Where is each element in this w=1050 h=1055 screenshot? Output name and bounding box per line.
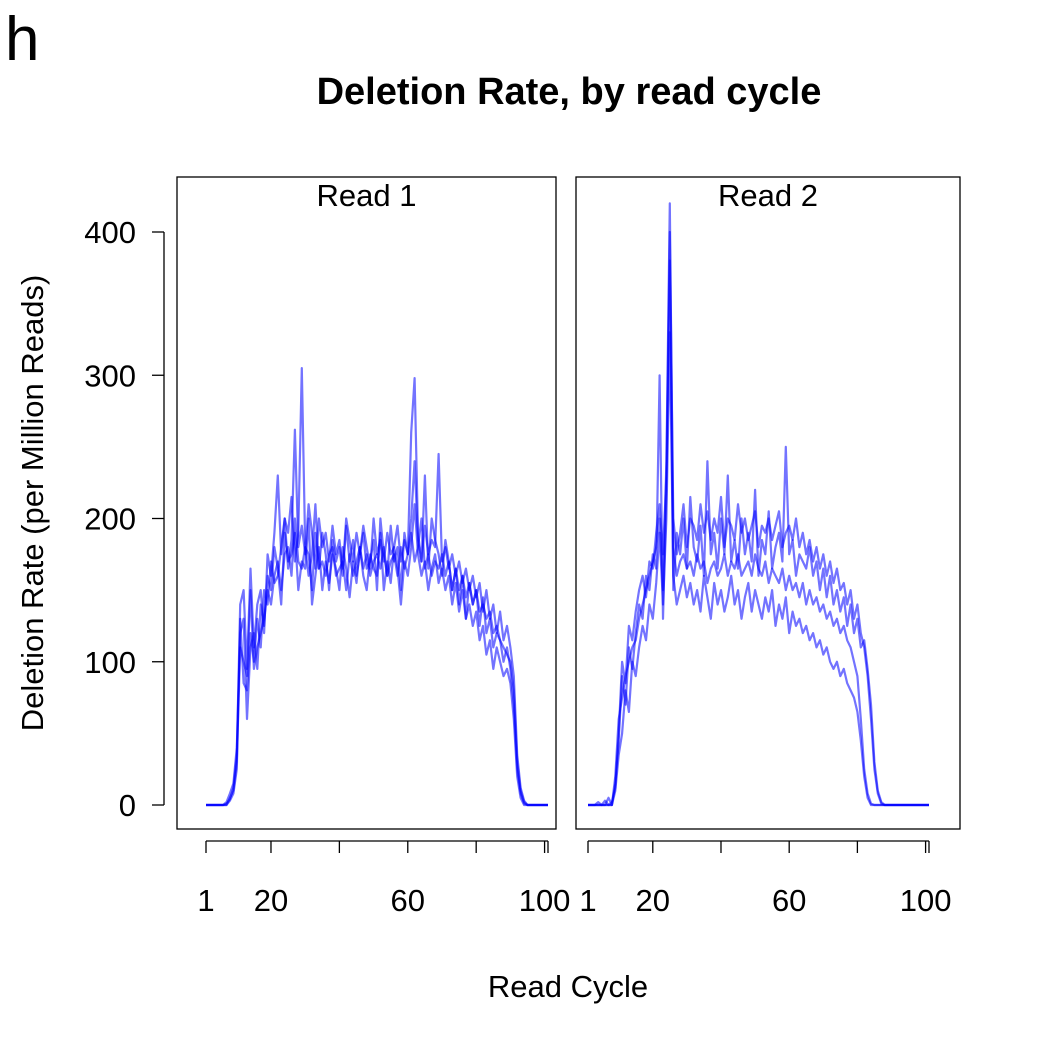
x-tick-label: 100 [519,883,571,918]
x-tick-label: 1 [197,883,214,918]
series-group [206,367,548,807]
panels-layer: 0 100 200 300 400 Read 1 1 20 60 100 Read 2 1 20 60 10… [84,176,961,918]
x-tick-label: 20 [636,883,670,918]
x-tick-label: 60 [772,883,806,918]
y-axis: 0 100 200 300 400 [84,215,165,823]
panel-strip-label: Read 2 [718,178,818,213]
y-tick-label: 0 [119,788,136,823]
y-axis-title: Deletion Rate (per Million Reads) [15,275,50,732]
panel-letter: h [5,5,39,74]
panel-2: Read 2 1 20 60 100 [575,176,961,918]
x-axis-title: Read Cycle [488,969,648,1004]
x-tick-label: 1 [579,883,596,918]
series-line [206,428,548,807]
chart-title: Deletion Rate, by read cycle [317,71,822,113]
series-line [588,259,929,807]
x-axis: 1 20 60 100 [197,840,571,918]
panel-strip-label: Read 1 [317,178,417,213]
y-tick-label: 400 [84,215,136,250]
panel-frame [575,176,961,830]
x-axis: 1 20 60 100 [579,840,952,918]
series-line [206,367,548,807]
series-line [588,230,929,807]
series-line [588,331,929,807]
series-group [588,202,929,807]
series-line [588,202,929,807]
y-tick-label: 100 [84,645,136,680]
x-tick-label: 60 [391,883,425,918]
y-tick-label: 200 [84,502,136,537]
panel-1: Read 1 1 20 60 100 [176,176,571,918]
x-tick-label: 100 [900,883,952,918]
panel-frame [176,176,557,830]
x-tick-label: 20 [254,883,288,918]
y-tick-label: 300 [84,358,136,393]
